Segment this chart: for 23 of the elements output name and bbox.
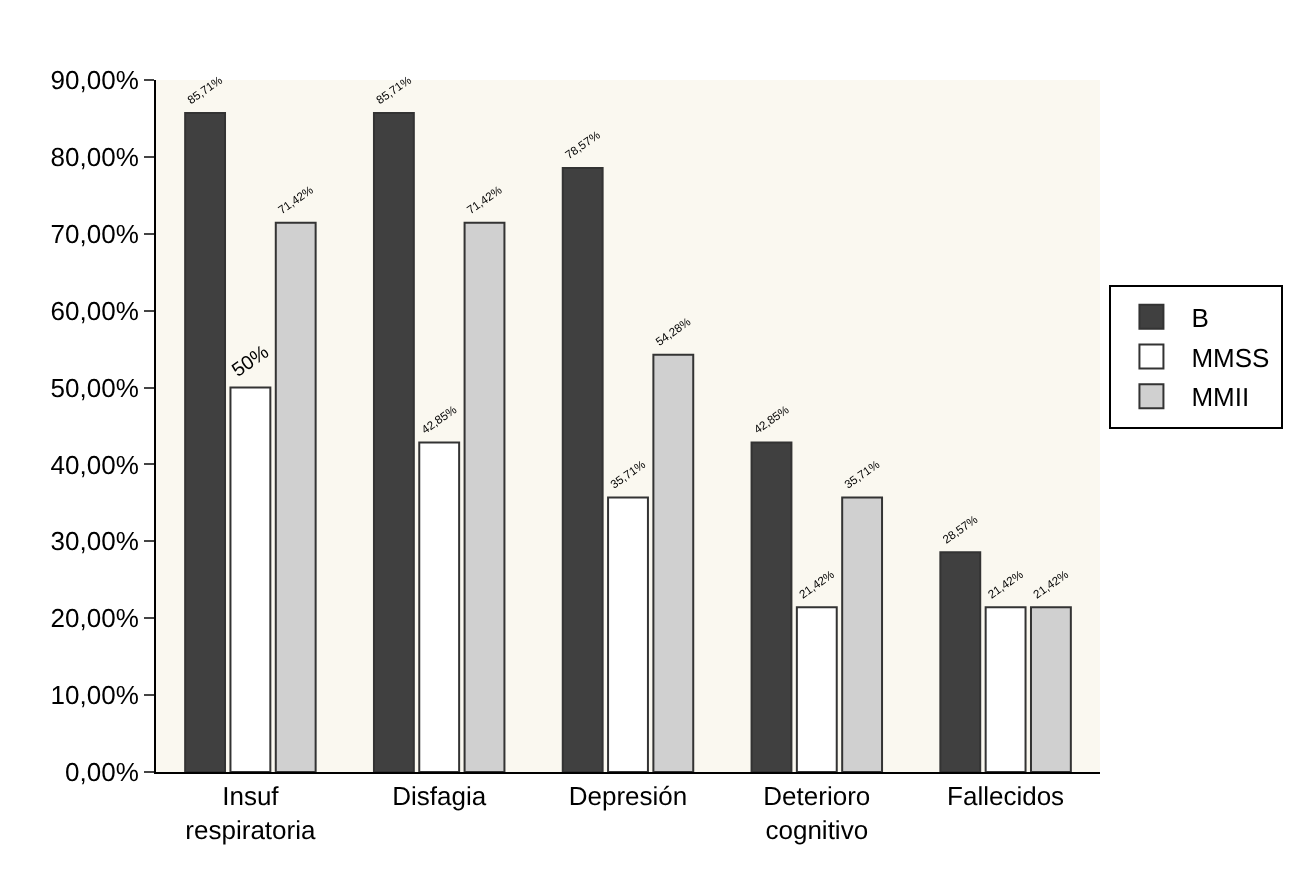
x-tick-label: Fallecidos	[947, 781, 1066, 812]
y-tick-label: 50,00%	[50, 372, 140, 403]
x-tick-label: Insuf respiratoria	[185, 781, 317, 845]
data-label: 50%	[228, 341, 274, 383]
y-tick-label: 10,00%	[50, 680, 140, 711]
legend-label: MMII	[1191, 382, 1250, 413]
legend-label: B	[1191, 302, 1209, 333]
x-tick-label: Depresión	[568, 781, 688, 812]
bar	[274, 221, 317, 772]
y-tick-label: 80,00%	[50, 141, 140, 172]
bar	[750, 441, 793, 772]
y-tick-label: 90,00%	[50, 65, 140, 96]
x-tick-label: Disfagia	[392, 781, 488, 812]
legend-label: MMSS	[1191, 342, 1271, 373]
bar	[463, 221, 506, 772]
y-tick-label: 60,00%	[50, 295, 140, 326]
y-tick-label: 20,00%	[50, 603, 140, 634]
bar	[939, 551, 982, 772]
y-tick-label: 40,00%	[50, 449, 140, 480]
x-tick-label: Deterioro cognitivo	[763, 781, 871, 845]
y-tick-label: 0,00%	[65, 757, 140, 788]
y-tick-label: 70,00%	[50, 218, 140, 249]
y-tick-label: 30,00%	[50, 526, 140, 557]
